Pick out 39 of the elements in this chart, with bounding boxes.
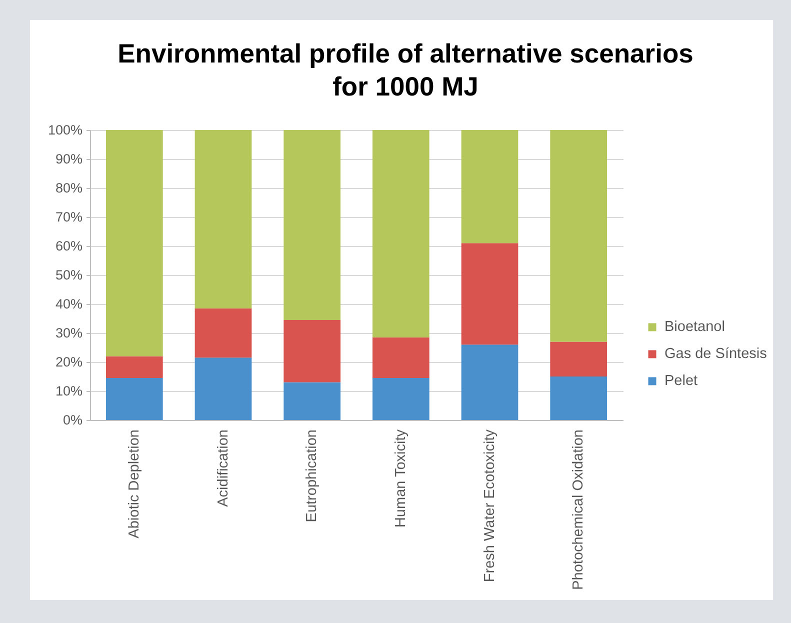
bar	[106, 356, 163, 378]
y-tick-label: 40%	[55, 296, 82, 312]
bar	[461, 243, 518, 345]
x-tick-label: Human Toxicity	[392, 428, 409, 528]
bar	[550, 130, 608, 342]
bar	[461, 130, 518, 244]
y-tick-label: 90%	[55, 152, 82, 166]
legend-label: Bioetanol	[664, 319, 725, 336]
bar	[106, 130, 163, 356]
y-tick-label: 70%	[55, 210, 82, 224]
y-tick-label: 20%	[55, 354, 82, 370]
y-tick-label: 50%	[55, 268, 82, 282]
bar	[284, 320, 341, 382]
bar	[194, 308, 252, 358]
y-tick-label: 60%	[55, 238, 82, 254]
bar	[194, 358, 252, 420]
bar	[284, 382, 341, 420]
y-tick-label: 10%	[55, 384, 82, 398]
legend-label: Pelet	[664, 373, 698, 390]
x-tick-label: Eutrophication	[304, 430, 320, 522]
y-tick-label: 0%	[62, 412, 82, 428]
x-tick-label: Acidification	[215, 430, 232, 507]
chart-title: Environmental profile of alternative scenarios for 1000 MJ	[118, 38, 694, 102]
bar	[372, 337, 430, 378]
legend-label: Gas de Síntesis	[664, 346, 767, 362]
y-tick-label: 30%	[55, 326, 82, 340]
y-tick-label: 100%	[48, 122, 82, 138]
y-tick-label: 80%	[55, 180, 82, 196]
bar	[372, 378, 430, 420]
x-tick-label: Fresh Water Ecotoxicity	[482, 428, 498, 582]
x-tick-label: Photochemical Oxidation	[570, 430, 587, 590]
bar	[461, 344, 518, 420]
x-tick-label: Abiotic Depletion	[126, 430, 142, 538]
bar	[194, 130, 252, 308]
bar	[550, 376, 608, 420]
bar	[106, 378, 163, 420]
bar	[372, 130, 430, 338]
bar	[550, 342, 608, 376]
bar	[284, 130, 341, 320]
